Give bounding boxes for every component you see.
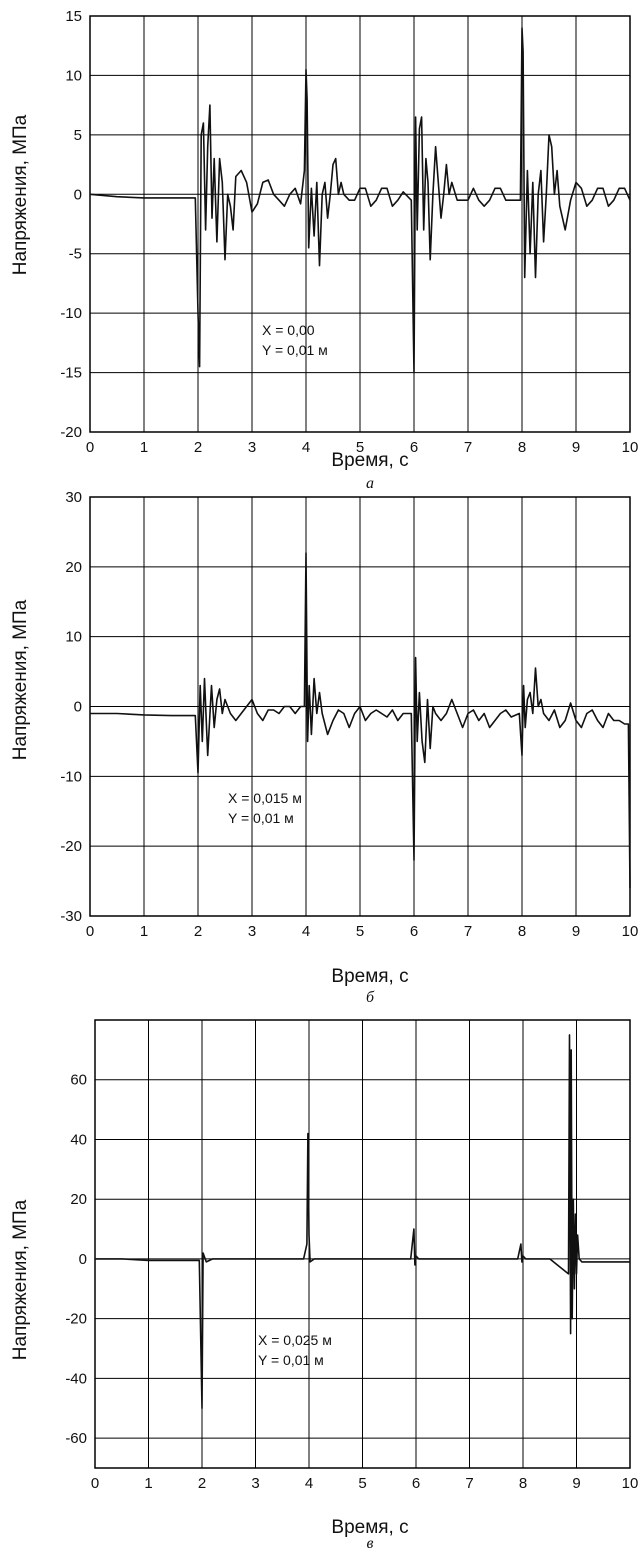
xtick-label-b-6: 6	[410, 923, 418, 940]
annotation-c-line2: Y = 0,01 м	[258, 1352, 324, 1368]
ytick-label-c-2: -20	[65, 1311, 87, 1328]
ytick-label-c-4: 20	[70, 1191, 87, 1208]
xtick-label-c-7: 7	[465, 1475, 473, 1492]
caption-c: в	[367, 1535, 374, 1548]
xlabel-c: Время, с	[331, 1517, 408, 1538]
ylabel-b: Напряжения, МПа	[10, 599, 31, 760]
caption-a: а	[366, 475, 374, 492]
xtick-label-a-0: 0	[86, 439, 94, 456]
annotation-b-line2: Y = 0,01 м	[228, 810, 294, 826]
xtick-label-c-3: 3	[251, 1475, 259, 1492]
xtick-label-b-1: 1	[140, 923, 148, 940]
ytick-label-c-0: -60	[65, 1430, 87, 1447]
annotation-box-a	[258, 320, 350, 360]
xtick-label-a-3: 3	[248, 439, 256, 456]
ytick-label-c-3: 0	[79, 1251, 87, 1268]
plot-frame-b	[89, 496, 631, 917]
series-line-c-0	[95, 1034, 630, 1410]
xtick-label-b-5: 5	[356, 923, 364, 940]
annotation-c-line1: X = 0,025 м	[258, 1332, 332, 1348]
xtick-label-b-9: 9	[572, 923, 580, 940]
ytick-label-a-6: 10	[65, 67, 82, 84]
ytick-label-a-0: -20	[60, 424, 82, 441]
annotation-box-c	[254, 1330, 346, 1370]
ytick-label-b-2: -10	[60, 768, 82, 785]
xtick-label-a-4: 4	[302, 439, 310, 456]
xtick-label-c-2: 2	[198, 1475, 206, 1492]
xtick-label-c-5: 5	[358, 1475, 366, 1492]
xlabel-a: Время, с	[331, 450, 408, 471]
ytick-label-b-0: -30	[60, 908, 82, 925]
xtick-label-a-6: 6	[410, 439, 418, 456]
chart-b: Напряжения, МПа Время, с б X = 0,015 м Y…	[10, 489, 638, 1006]
xtick-label-b-10: 10	[622, 923, 639, 940]
xlabel-b: Время, с	[331, 966, 408, 987]
xtick-label-c-8: 8	[519, 1475, 527, 1492]
xtick-label-b-4: 4	[302, 923, 310, 940]
annotation-box-b	[224, 788, 316, 828]
xtick-label-b-2: 2	[194, 923, 202, 940]
xtick-label-c-1: 1	[144, 1475, 152, 1492]
ytick-label-a-5: 5	[74, 127, 82, 144]
ytick-label-b-5: 20	[65, 559, 82, 576]
xtick-label-a-5: 5	[356, 439, 364, 456]
xtick-label-c-10: 10	[622, 1475, 639, 1492]
ylabel-c: Напряжения, МПа	[10, 1199, 31, 1360]
xtick-label-c-6: 6	[412, 1475, 420, 1492]
ytick-label-c-5: 40	[70, 1131, 87, 1148]
ytick-label-b-3: 0	[74, 699, 82, 716]
series-line-b-0	[90, 552, 631, 889]
plot-frame-a	[89, 15, 631, 433]
xtick-label-b-8: 8	[518, 923, 526, 940]
series-line-a-0	[89, 27, 631, 374]
chart-c: Напряжения, МПа Время, с в X = 0,025 м Y…	[10, 1019, 639, 1548]
ytick-label-a-7: 15	[65, 8, 82, 25]
ytick-label-a-2: -10	[60, 305, 82, 322]
xtick-label-c-4: 4	[305, 1475, 313, 1492]
xtick-label-b-7: 7	[464, 923, 472, 940]
plot-frame-c	[94, 1019, 631, 1469]
caption-b: б	[366, 989, 375, 1006]
ylabel-a: Напряжения, МПа	[10, 114, 31, 275]
ytick-label-b-4: 10	[65, 629, 82, 646]
ytick-label-a-3: -5	[69, 246, 82, 263]
ytick-label-a-1: -15	[60, 365, 82, 382]
xtick-label-c-0: 0	[91, 1475, 99, 1492]
ytick-label-b-1: -20	[60, 838, 82, 855]
xtick-label-b-0: 0	[86, 923, 94, 940]
ytick-label-b-6: 30	[65, 489, 82, 506]
xtick-label-a-7: 7	[464, 439, 472, 456]
annotation-b-line1: X = 0,015 м	[228, 790, 302, 806]
xtick-label-a-8: 8	[518, 439, 526, 456]
xtick-label-a-9: 9	[572, 439, 580, 456]
xtick-label-a-2: 2	[194, 439, 202, 456]
annotation-a-line2: Y = 0,01 м	[262, 342, 328, 358]
xtick-label-c-9: 9	[572, 1475, 580, 1492]
ytick-label-c-1: -40	[65, 1370, 87, 1387]
xtick-label-a-1: 1	[140, 439, 148, 456]
annotation-a-line1: X = 0,00	[262, 322, 315, 338]
ytick-label-a-4: 0	[74, 186, 82, 203]
xtick-label-b-3: 3	[248, 923, 256, 940]
xtick-label-a-10: 10	[622, 439, 639, 456]
ytick-label-c-6: 60	[70, 1072, 87, 1089]
chart-a: Напряжения, МПа Время, с а X = 0,00 Y = …	[10, 8, 638, 492]
